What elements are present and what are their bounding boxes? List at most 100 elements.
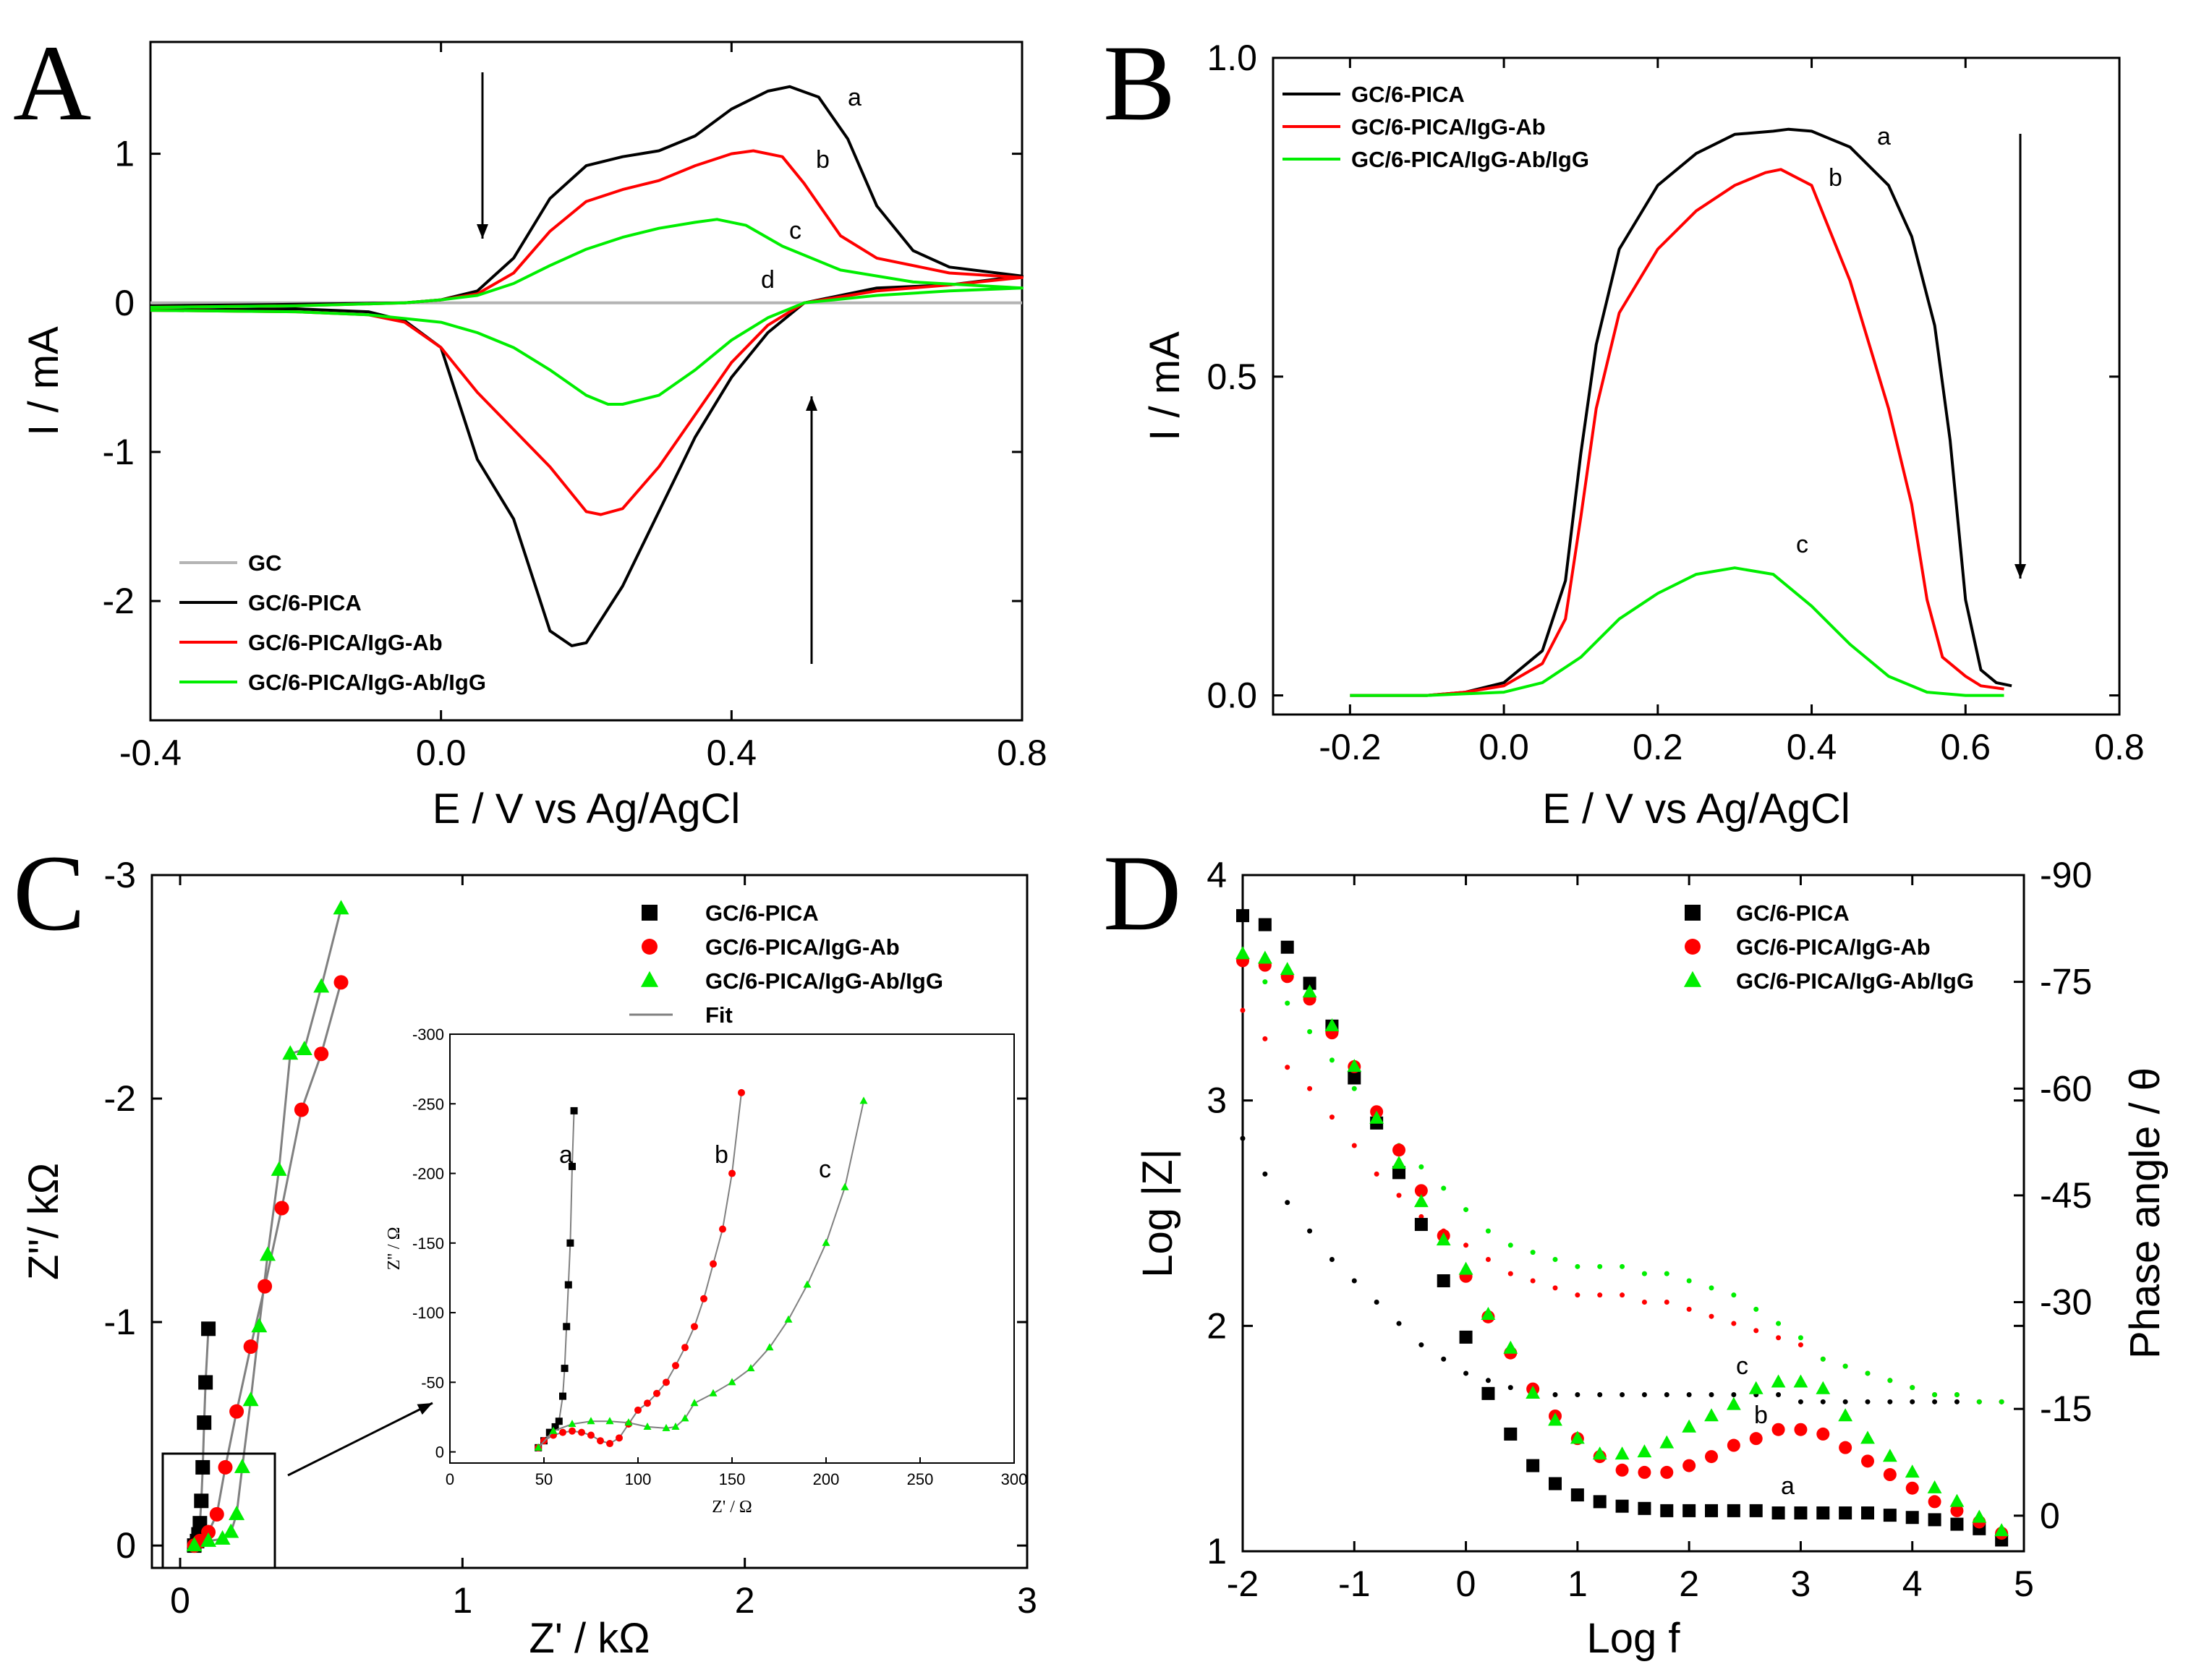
- panel-d-logz-point-0: [1570, 1488, 1584, 1502]
- panel-d-logz-point-2: [1548, 1412, 1562, 1426]
- panel-b-xtick-label: 0.4: [1787, 727, 1837, 767]
- panel-d-logz-point-1: [1771, 1423, 1785, 1436]
- inset-fit-line-2: [537, 1101, 864, 1449]
- panel-d-legend-swatch: [1685, 905, 1701, 921]
- panel-c-point-1: [333, 975, 349, 990]
- panel-d-logz-point-0: [1928, 1513, 1941, 1527]
- panel-d-ylabel-right: Phase angle / θ: [2122, 1067, 2169, 1359]
- inset-ytick-label: -50: [421, 1373, 444, 1391]
- panel-d-logz-point-0: [1816, 1506, 1830, 1520]
- panel-d-phase-point-0: [1441, 1356, 1447, 1362]
- panel-b-curve-label: b: [1829, 164, 1842, 192]
- panel-a-legend-entry: GC/6-PICA/IgG-Ab: [248, 630, 443, 655]
- panel-d-ytick-label: 4: [1207, 855, 1227, 895]
- panel-d-phase-point-0: [1507, 1385, 1513, 1391]
- panel-d-phase-point-1: [1307, 1086, 1313, 1091]
- panel-c-point-2: [223, 1523, 239, 1538]
- panel-d-phase-point-0: [1776, 1391, 1782, 1397]
- inset-xlabel: Z' / Ω: [712, 1498, 752, 1517]
- panel-c-point-1: [218, 1459, 233, 1475]
- panel-d-phase-point-2: [1798, 1335, 1803, 1341]
- inset-point-1: [672, 1362, 679, 1370]
- panel-b-curve-label: c: [1796, 531, 1808, 558]
- panel-a-ytick-label: 1: [114, 134, 135, 174]
- panel-d-ytick-right-label: -75: [2040, 962, 2092, 1002]
- panel-d-logz-point-2: [1994, 1523, 2009, 1537]
- inset-point-1: [700, 1295, 707, 1302]
- inset-ytick-label: -150: [412, 1235, 444, 1253]
- inset-point-1: [606, 1440, 613, 1448]
- panel-d-xtick-label: -2: [1227, 1564, 1259, 1604]
- panel-d-phase-point-2: [1575, 1263, 1581, 1269]
- panel-d-phase-point-0: [1485, 1378, 1491, 1383]
- panel-d-phase-point-1: [1798, 1342, 1803, 1348]
- inset-point-2: [681, 1414, 689, 1422]
- panel-label-b: B: [1103, 23, 1175, 143]
- inset-point-2: [605, 1417, 614, 1425]
- panel-b-series-2: [1350, 566, 2004, 697]
- panel-c-point-1: [229, 1404, 244, 1419]
- panel-d-logz-point-0: [1839, 1506, 1852, 1520]
- inset-point-1: [663, 1378, 670, 1386]
- panel-d-logz-point-2: [1503, 1340, 1518, 1354]
- inset-point-2: [643, 1422, 652, 1430]
- inset-ytick-label: -300: [412, 1026, 444, 1044]
- panel-c-zoom-arrow: [287, 1402, 433, 1477]
- panel-d-phase-point-0: [1285, 1200, 1290, 1206]
- inset-point-2: [549, 1426, 558, 1434]
- panel-c-point-1: [209, 1506, 224, 1522]
- panel-a-arrow-up-head: [806, 396, 817, 411]
- panel-d-logz-point-2: [1637, 1444, 1652, 1458]
- panel-d-logz-point-0: [1861, 1506, 1874, 1520]
- panel-c-fit-line-2: [194, 908, 342, 1547]
- panel-b-xtick-label: -0.2: [1319, 727, 1381, 767]
- panel-d-logz-point-0: [1905, 1511, 1919, 1525]
- panel-d-phase-point-1: [1641, 1300, 1647, 1305]
- panel-c-point-2: [186, 1537, 203, 1552]
- panel-d-ytick-label: 3: [1207, 1080, 1227, 1121]
- panel-d-logz-point-2: [1726, 1397, 1741, 1410]
- panel-d-phase-point-0: [1463, 1370, 1469, 1376]
- panel-d-phase-point-2: [1976, 1399, 1982, 1404]
- panel-d-phase-point-2: [1485, 1228, 1491, 1234]
- panel-a-legend-entry: GC/6-PICA: [248, 590, 362, 615]
- panel-d-logz-point-1: [1905, 1481, 1919, 1495]
- inset-point-2: [822, 1238, 830, 1246]
- inset-ytick-label: -200: [412, 1165, 444, 1183]
- panel-d-logz-point-0: [1593, 1495, 1607, 1509]
- panel-c-point-2: [242, 1391, 259, 1407]
- panel-d-logz-point-1: [1883, 1468, 1897, 1482]
- panel-d-phase-point-0: [1307, 1228, 1313, 1234]
- panel-d-phase-point-2: [1641, 1271, 1647, 1276]
- panel-a-ytick-label: -1: [103, 432, 135, 472]
- inset-point-1: [738, 1088, 745, 1096]
- panel-d-logz-point-2: [1972, 1509, 1987, 1523]
- panel-c-point-2: [251, 1318, 268, 1333]
- inset-point-1: [719, 1225, 726, 1233]
- panel-d-phase-point-2: [1307, 1029, 1313, 1035]
- panel-c-xlabel: Z' / kΩ: [529, 1615, 650, 1662]
- panel-a-frame: [149, 40, 1024, 722]
- panel-d-phase-point-1: [1686, 1306, 1692, 1312]
- panel-d-phase-point-0: [1820, 1399, 1826, 1404]
- panel-d-phase-point-1: [1240, 1007, 1246, 1013]
- panel-c-ytick-label: -2: [104, 1078, 136, 1119]
- inset-point-2: [765, 1343, 774, 1351]
- panel-c-point-2: [260, 1246, 276, 1261]
- panel-d-logz-point-2: [1704, 1408, 1719, 1422]
- panel-a-xtick-label: 0.0: [416, 733, 467, 773]
- panel-d-logz-point-0: [1236, 909, 1249, 923]
- panel-d-xtick-label: -1: [1338, 1564, 1370, 1604]
- panel-c-point-1: [201, 1525, 216, 1540]
- inset-point-0: [569, 1162, 576, 1170]
- inset-point-1: [634, 1406, 642, 1414]
- inset-point-0: [545, 1428, 553, 1436]
- panel-d-phase-point-1: [1351, 1143, 1357, 1148]
- panel-d-phase-point-2: [1620, 1263, 1625, 1269]
- panel-d-phase-point-0: [1910, 1399, 1915, 1404]
- panel-c-point-1: [243, 1339, 258, 1355]
- inset-point-1: [569, 1427, 576, 1435]
- panel-d-logz-point-0: [1615, 1499, 1629, 1513]
- panel-d-logz-point-1: [1682, 1459, 1696, 1472]
- panel-d-logz-point-2: [1659, 1435, 1675, 1449]
